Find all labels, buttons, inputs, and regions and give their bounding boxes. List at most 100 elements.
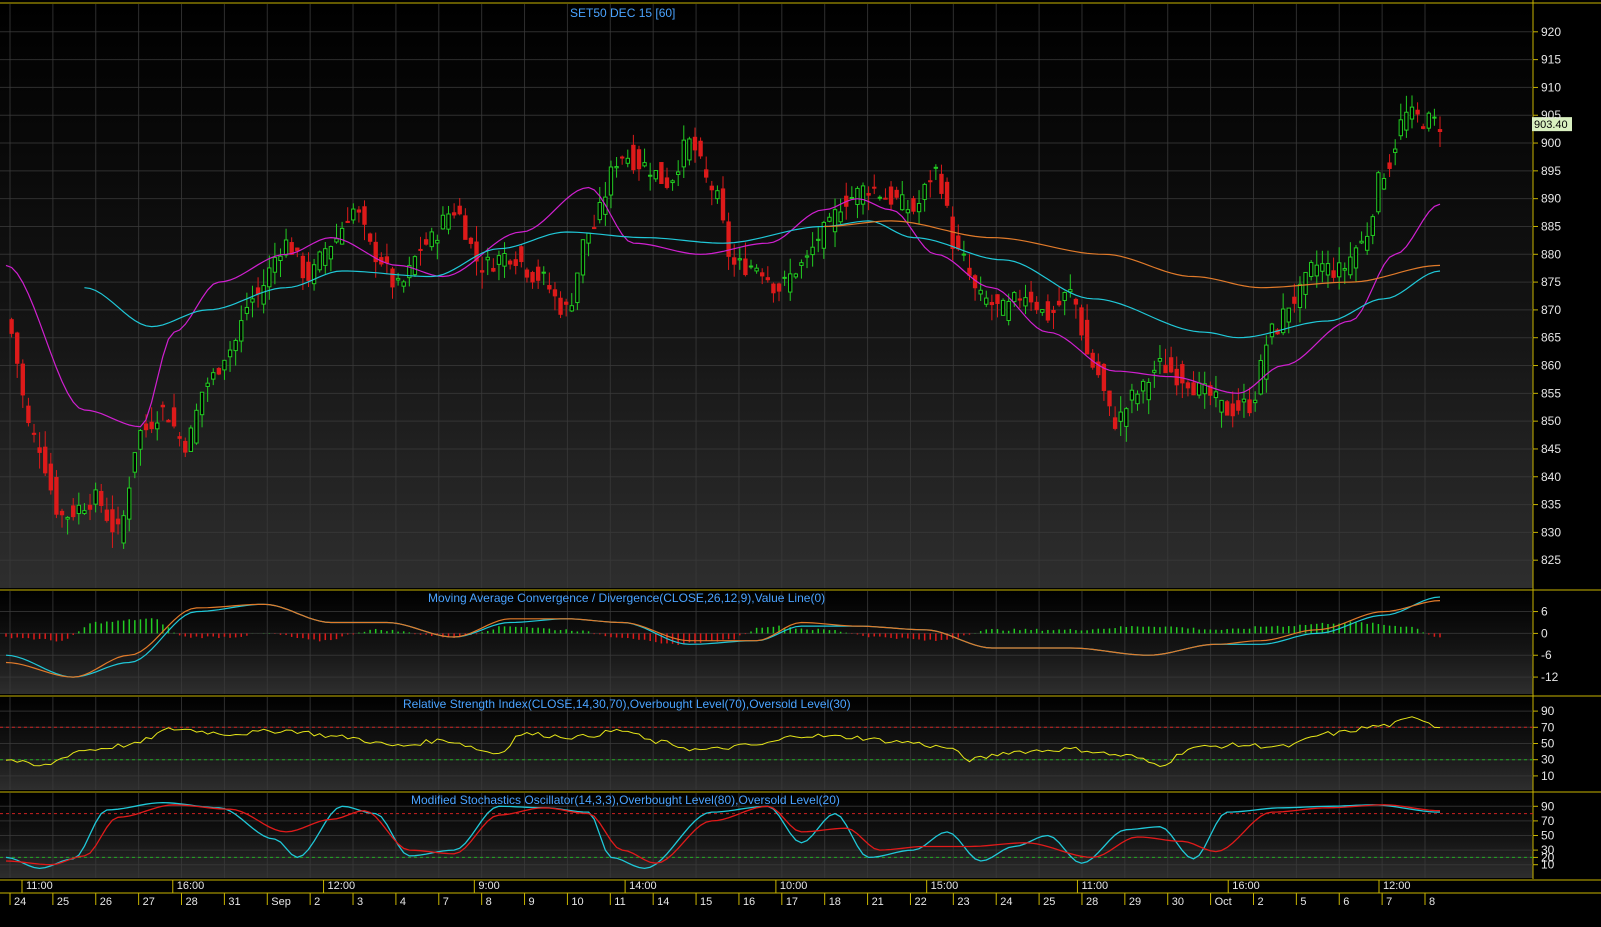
x-tick-label: 9 [529,896,535,908]
x-tick-label: 26 [100,896,112,908]
y-tick-label: 10 [1541,858,1555,872]
candle-body [681,139,686,168]
candle-body [1023,297,1028,307]
candle [15,331,20,378]
candle-body [872,186,877,189]
candle [552,282,558,311]
candle [776,282,782,302]
candle [1409,95,1415,129]
candle [1028,280,1034,311]
candle-body [1236,400,1241,411]
candle [1280,293,1286,336]
candle-body [1415,109,1420,115]
candle [1308,260,1314,281]
x-tick-label: 27 [143,896,155,908]
candle [1348,242,1353,279]
candle [978,276,983,302]
candle-body [1202,383,1207,395]
candle-body [76,504,81,515]
candle-body [642,162,647,167]
x-tick-label: 25 [1043,896,1055,908]
candle [944,177,950,208]
candle-body [765,277,770,281]
y-tick-label: 20 [1541,850,1555,864]
y-tick-label: 875 [1541,275,1561,289]
candle [339,221,345,245]
candle-body [1342,268,1347,271]
candle-body [804,255,810,258]
candle-body [1051,309,1056,313]
candle-body [267,267,272,288]
candle [71,498,76,521]
candle-body [1208,385,1213,396]
candle [1213,375,1219,408]
candle [1006,293,1011,326]
grid-lines [0,4,1538,905]
candle [737,247,742,270]
last-price-label: 903.40 [1534,119,1568,131]
candle-body [1387,162,1392,169]
candle-body [860,185,866,205]
candle-body [362,206,367,225]
candle [121,510,126,549]
x-tick-label: 11 [614,896,625,908]
y-tick-label: 30 [1541,843,1555,857]
y-tick-label: 900 [1541,136,1561,150]
candle-body [166,419,171,423]
candle [709,180,714,206]
candle [1084,304,1090,355]
candle-body [989,302,995,306]
stoch-line [5,804,1441,866]
candle-body [1124,408,1129,427]
candle-body [524,269,530,278]
candle-body [155,422,160,430]
candle-body [1381,177,1387,190]
candle-body [1230,403,1235,417]
y-tick-label: 850 [1541,414,1561,428]
candle-body [838,211,843,223]
candle-body [87,504,93,510]
candle [82,503,87,516]
candle [1168,346,1174,374]
candle-body [922,183,927,200]
y-tick-label: 885 [1541,219,1561,233]
candle [636,145,642,181]
candle [933,164,939,180]
candle [1051,305,1056,329]
candle [619,155,625,165]
candle [199,391,205,428]
candle [1320,250,1325,283]
candle [849,186,855,200]
candle [939,164,944,200]
candle [1314,250,1319,288]
candle-body [636,149,642,170]
candle-body [71,505,76,518]
candle [1269,322,1275,345]
x-tick-label: 7 [1386,896,1392,908]
candle [1135,390,1140,411]
candle [244,292,250,321]
candle [362,200,367,241]
x-time-label: 11:00 [1081,880,1108,892]
candle [653,170,658,182]
x-tick-label: Sep [271,896,291,908]
candle-body [799,262,804,266]
candle-body [1045,301,1051,321]
candle [267,255,272,300]
candle-body [390,268,395,288]
y-tick-label: 845 [1541,442,1561,456]
candle [104,497,110,523]
candle [216,367,222,376]
candle [1129,383,1135,414]
candle [1140,379,1146,404]
candle [457,198,462,216]
candle [1393,139,1398,166]
candle-body [1012,292,1017,303]
candle-body [429,231,434,248]
x-time-label: 9:00 [478,880,499,892]
candle [261,269,266,314]
candle-body [1303,271,1308,295]
candle-body [300,255,306,279]
candle [1404,95,1409,138]
